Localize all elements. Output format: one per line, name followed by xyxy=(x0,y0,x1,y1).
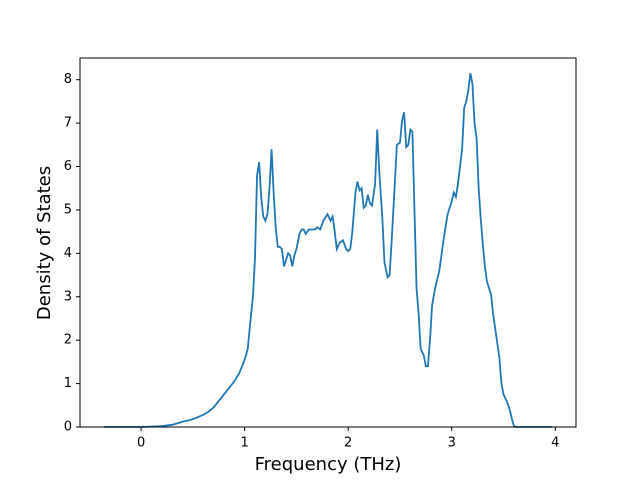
x-tick-label: 1 xyxy=(241,436,249,451)
plot-frame xyxy=(79,57,577,428)
y-tick-label: 5 xyxy=(64,202,72,217)
y-tick-label: 1 xyxy=(64,376,72,391)
y-tick-label: 0 xyxy=(64,420,72,435)
x-axis-label: Frequency (THz) xyxy=(255,454,402,475)
series-line xyxy=(103,73,553,428)
y-tick-label: 4 xyxy=(64,246,72,261)
x-tick-label: 2 xyxy=(344,436,352,451)
y-tick-label: 2 xyxy=(64,333,72,348)
y-tick-label: 8 xyxy=(64,72,72,87)
x-tick-label: 0 xyxy=(137,436,145,451)
y-tick-label: 6 xyxy=(64,159,72,174)
y-tick-label: 3 xyxy=(64,289,72,304)
y-tick-label: 7 xyxy=(64,116,72,131)
x-tick-label: 3 xyxy=(448,436,456,451)
x-tick-label: 4 xyxy=(551,436,559,451)
y-axis-label: Density of States xyxy=(34,166,55,320)
